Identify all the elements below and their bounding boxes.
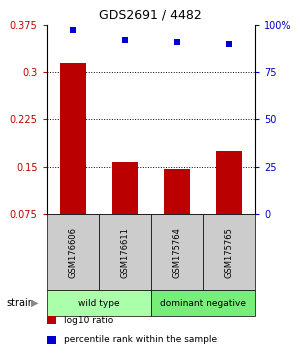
Point: [174, 39, 179, 45]
Text: GDS2691 / 4482: GDS2691 / 4482: [99, 9, 201, 22]
Text: GSM176606: GSM176606: [68, 227, 77, 278]
Text: strain: strain: [6, 298, 34, 308]
Point: [122, 37, 127, 43]
Bar: [164, 169, 190, 214]
Point: [70, 27, 75, 32]
Text: percentile rank within the sample: percentile rank within the sample: [64, 335, 218, 344]
Point: [226, 41, 231, 46]
Text: GSM176611: GSM176611: [120, 227, 129, 278]
Bar: [216, 151, 242, 214]
Text: wild type: wild type: [78, 298, 119, 308]
Text: GSM175765: GSM175765: [224, 227, 233, 278]
Text: ▶: ▶: [31, 298, 38, 308]
Text: GSM175764: GSM175764: [172, 227, 181, 278]
Text: dominant negative: dominant negative: [160, 298, 246, 308]
Bar: [112, 162, 138, 214]
Text: log10 ratio: log10 ratio: [64, 316, 114, 325]
Bar: [59, 63, 86, 214]
